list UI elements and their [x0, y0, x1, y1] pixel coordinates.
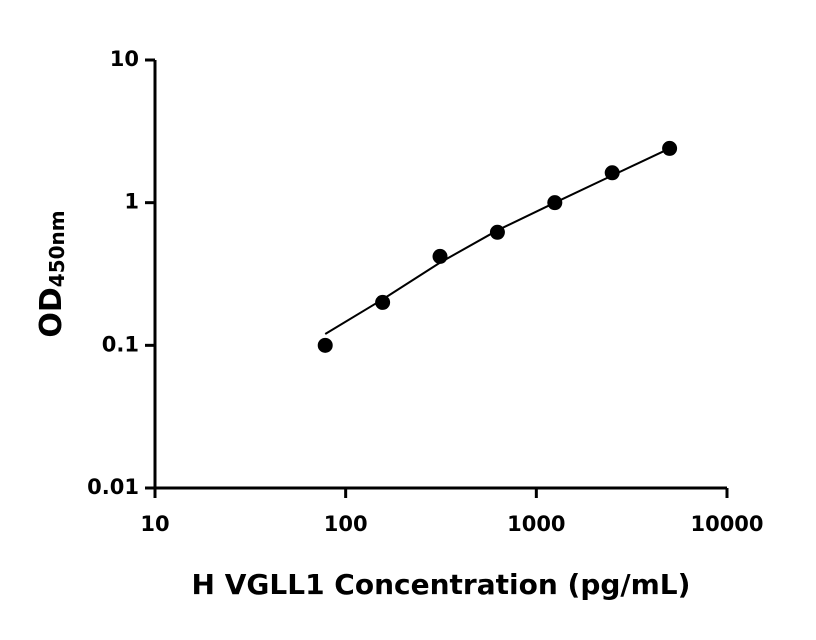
- y-tick-label: 1: [124, 190, 139, 214]
- y-tick-label: 10: [110, 47, 139, 71]
- data-point: [317, 337, 333, 353]
- x-tick-label: 10000: [690, 512, 763, 536]
- fit-curve: [324, 147, 671, 335]
- x-tick-label: 1000: [507, 512, 565, 536]
- y-axis-label-subscript: 450nm: [45, 210, 69, 287]
- y-tick-label: 0.1: [102, 332, 139, 356]
- y-axis-label-main: OD: [34, 287, 69, 337]
- x-axis-label: H VGLL1 Concentration (pg/mL): [192, 568, 691, 601]
- y-axis-label: OD450nm: [34, 210, 69, 337]
- x-tick-label: 100: [324, 512, 368, 536]
- data-point: [375, 294, 391, 310]
- x-tick-label: 10: [140, 512, 169, 536]
- y-tick-label: 0.01: [87, 475, 139, 499]
